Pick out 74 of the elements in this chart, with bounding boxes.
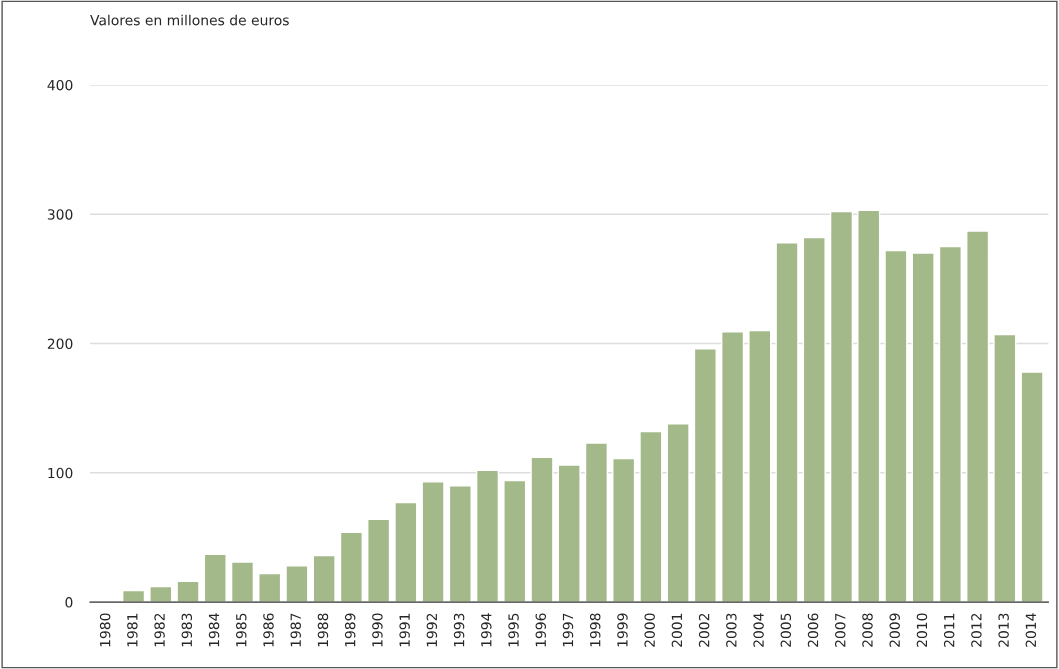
x-tick-label: 2009 <box>889 613 900 647</box>
bar <box>639 430 663 603</box>
x-tick-label: 2014 <box>1025 613 1037 647</box>
x-tick-label: 1996 <box>535 613 547 647</box>
x-tick-label: 2011 <box>943 613 955 647</box>
x-tick-label: 1990 <box>372 613 383 647</box>
x-tick-label: 1981 <box>127 613 138 647</box>
bar <box>748 329 772 603</box>
y-axis-title: Valores en millones de euros <box>90 14 289 26</box>
x-tick-label: 1980 <box>99 613 111 647</box>
bar <box>339 531 363 603</box>
x-tick-label: 1983 <box>181 613 193 647</box>
bar <box>829 210 854 603</box>
x-tick-label: 2006 <box>807 613 819 647</box>
x-tick-label: 1994 <box>481 613 492 647</box>
bar <box>503 479 527 603</box>
bar <box>966 230 990 603</box>
bar <box>666 422 690 603</box>
x-tick-label: 2012 <box>971 613 982 647</box>
x-tick-label: 1997 <box>562 613 574 647</box>
x-tick-label: 2005 <box>780 613 792 647</box>
bar <box>884 249 908 603</box>
bar <box>857 209 881 603</box>
bar <box>312 554 336 603</box>
bar <box>1020 371 1044 603</box>
x-tick-label: 1986 <box>263 613 274 647</box>
x-tick-label: 2013 <box>998 613 1009 647</box>
bar <box>448 485 472 603</box>
x-tick-label: 1988 <box>317 613 329 647</box>
bar <box>258 572 282 603</box>
bar <box>775 241 799 603</box>
bar <box>584 442 609 603</box>
bar <box>557 464 581 603</box>
bar <box>475 469 500 603</box>
bar <box>612 457 636 603</box>
bar <box>530 456 554 603</box>
y-tick-label: 400 <box>47 79 73 91</box>
x-tick-label: 2008 <box>862 613 873 647</box>
x-tick-label: 2000 <box>644 613 655 647</box>
x-tick-label: 2003 <box>726 613 737 647</box>
x-tick-label: 2004 <box>753 613 764 647</box>
y-tick-label: 0 <box>65 597 73 608</box>
bar <box>693 348 717 603</box>
y-tick-label: 100 <box>48 467 73 479</box>
x-tick-label: 1992 <box>426 613 438 647</box>
x-tick-label: 1998 <box>589 613 601 647</box>
x-tick-label: 1985 <box>236 613 247 647</box>
bar <box>149 585 173 603</box>
x-tick-label: 1989 <box>344 613 356 647</box>
bar <box>367 518 391 603</box>
x-tick-label: 2007 <box>835 613 846 647</box>
bar <box>285 565 309 603</box>
x-tick-label: 1995 <box>508 613 519 647</box>
bar <box>720 331 745 603</box>
bar <box>911 252 935 603</box>
bar <box>394 501 418 603</box>
x-tick-label: 1991 <box>399 613 410 647</box>
x-tick-label: 1993 <box>453 613 465 647</box>
x-tick-label: 1982 <box>154 613 165 647</box>
bar <box>938 245 962 603</box>
y-tick-label: 200 <box>47 338 73 350</box>
x-tick-label: 1984 <box>208 613 220 647</box>
bar <box>802 236 826 603</box>
y-tick-label: 300 <box>47 209 73 220</box>
bar <box>993 333 1017 603</box>
x-tick-label: 2002 <box>698 613 710 647</box>
x-tick-label: 1987 <box>290 613 301 647</box>
bar <box>230 561 255 603</box>
bar <box>421 481 445 603</box>
x-tick-label: 2001 <box>671 613 683 647</box>
bar <box>203 553 227 603</box>
x-tick-label: 2010 <box>916 613 928 647</box>
bar <box>176 580 200 603</box>
x-tick-label: 1999 <box>617 613 628 647</box>
